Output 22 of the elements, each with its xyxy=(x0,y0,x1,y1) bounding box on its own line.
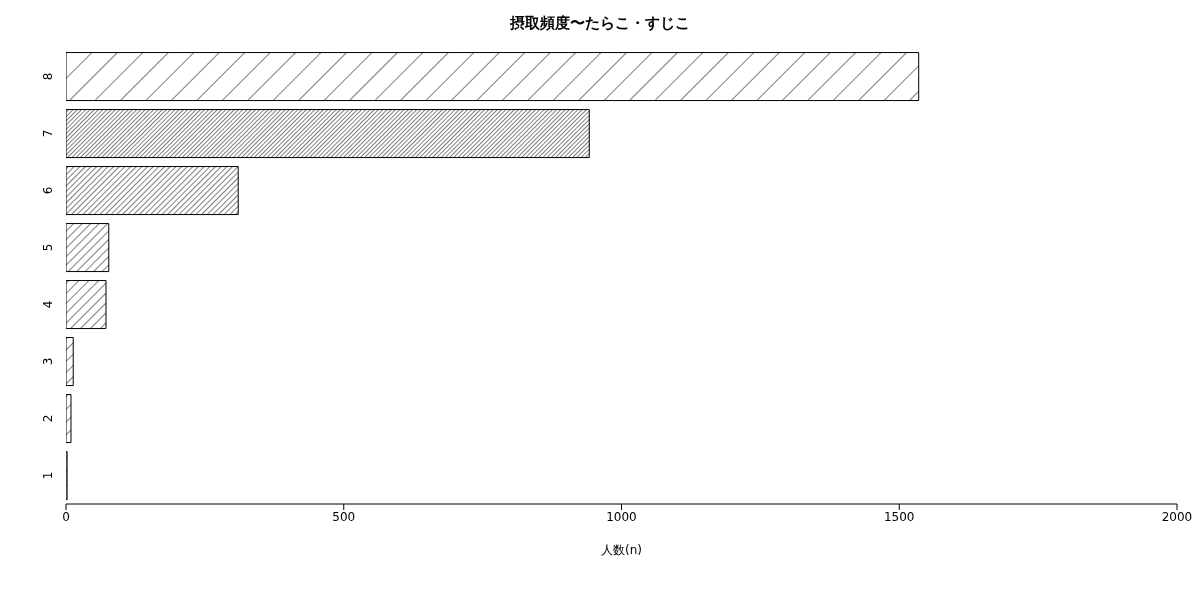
y-tick-label: 6 xyxy=(41,186,55,195)
bar xyxy=(66,337,74,387)
x-tick-label: 0 xyxy=(62,509,70,524)
bar xyxy=(66,166,239,216)
y-tick-label: 7 xyxy=(41,129,55,138)
chart-title: 摂取頻度〜たらこ・すじこ xyxy=(509,14,691,34)
x-tick-label: 1500 xyxy=(883,509,915,524)
bar xyxy=(66,109,590,159)
x-axis-title: 人数(n) xyxy=(601,543,642,557)
x-tick-label: 2000 xyxy=(1161,509,1193,524)
y-tick-label: 3 xyxy=(41,357,55,366)
bar xyxy=(66,280,107,330)
bar xyxy=(66,52,920,102)
y-tick-label: 5 xyxy=(41,243,55,252)
bar xyxy=(66,394,72,444)
y-tick-label: 1 xyxy=(41,471,55,480)
y-tick-label: 8 xyxy=(41,72,55,81)
bar xyxy=(66,223,110,273)
x-tick-label: 500 xyxy=(332,509,356,524)
x-tick-label: 1000 xyxy=(606,509,637,524)
y-tick-label: 2 xyxy=(41,414,55,423)
y-tick-label: 4 xyxy=(41,300,55,309)
